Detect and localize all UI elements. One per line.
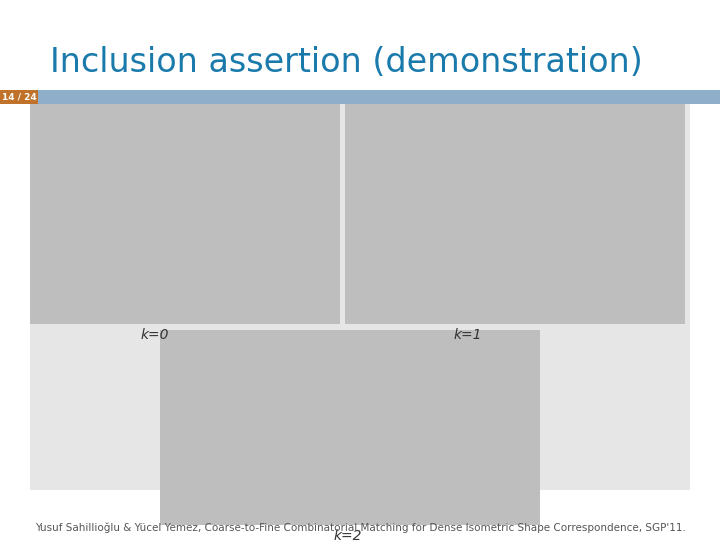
Bar [30,104,340,324]
Text: k=2: k=2 [334,529,362,540]
Text: Inclusion assertion (demonstration): Inclusion assertion (demonstration) [50,45,643,78]
Text: Yusuf Sahillioğlu & Yücel Yemez, Coarse-to-Fine Combinatorial Matching for Dense: Yusuf Sahillioğlu & Yücel Yemez, Coarse-… [35,523,685,534]
Bar [160,330,540,525]
Text: 14 / 24: 14 / 24 [1,92,37,102]
Text: k=1: k=1 [454,328,482,342]
Bar [345,104,685,324]
Text: k=0: k=0 [140,328,169,342]
Bar [0,90,38,104]
Bar [30,104,690,490]
Bar [0,90,720,104]
